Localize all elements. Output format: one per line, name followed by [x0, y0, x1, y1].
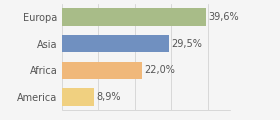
Text: 22,0%: 22,0% [144, 65, 175, 75]
Bar [62, 8, 206, 26]
Bar [62, 35, 169, 52]
Text: 29,5%: 29,5% [172, 39, 202, 49]
Text: 8,9%: 8,9% [96, 92, 121, 102]
Bar [62, 62, 142, 79]
Bar [62, 88, 94, 106]
Text: 39,6%: 39,6% [208, 12, 239, 22]
